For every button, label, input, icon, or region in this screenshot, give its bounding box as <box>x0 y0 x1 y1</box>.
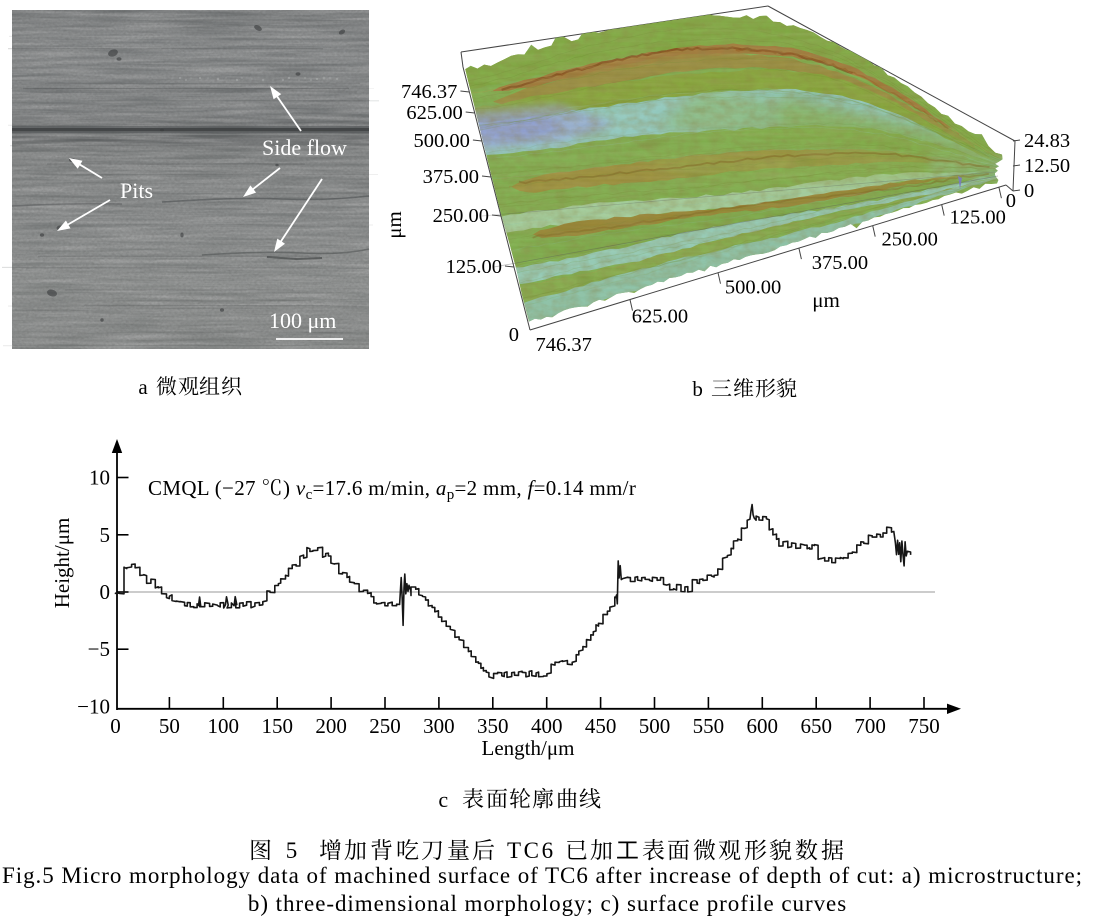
svg-text:375.00: 375.00 <box>423 166 479 188</box>
svg-text:200: 200 <box>315 714 347 738</box>
svg-text:250: 250 <box>369 714 401 738</box>
svg-text:625.00: 625.00 <box>406 102 462 124</box>
svg-text:0: 0 <box>1024 180 1034 202</box>
svg-text:500.00: 500.00 <box>725 277 781 299</box>
svg-text:a: a <box>436 476 447 500</box>
svg-text:Side flow: Side flow <box>262 135 347 160</box>
svg-text:350: 350 <box>477 714 509 738</box>
svg-text:5: 5 <box>100 523 111 547</box>
svg-text:Length/μm: Length/μm <box>482 736 575 760</box>
svg-text:0: 0 <box>509 324 519 346</box>
svg-text:400: 400 <box>531 714 563 738</box>
svg-text:12.50: 12.50 <box>1024 155 1070 177</box>
svg-text:v: v <box>296 476 306 500</box>
svg-text:100 μm: 100 μm <box>269 308 336 333</box>
svg-text:250.00: 250.00 <box>882 229 938 251</box>
svg-text:): ) <box>283 476 296 500</box>
svg-text:μm: μm <box>812 288 840 312</box>
svg-text:746.37: 746.37 <box>535 334 591 356</box>
svg-text:625.00: 625.00 <box>632 306 688 328</box>
svg-text:375.00: 375.00 <box>812 252 868 274</box>
svg-text:0: 0 <box>110 714 121 738</box>
svg-text:100: 100 <box>208 714 240 738</box>
svg-text:CMQL (−27: CMQL (−27 <box>148 476 261 500</box>
svg-text:250.00: 250.00 <box>433 205 489 227</box>
svg-text:24.83: 24.83 <box>1024 130 1070 152</box>
svg-text:=2 mm,: =2 mm, <box>455 476 522 500</box>
svg-text:−5: −5 <box>88 637 110 661</box>
svg-text:−10: −10 <box>77 695 110 719</box>
svg-text:Pits: Pits <box>120 178 153 203</box>
svg-text:746.37: 746.37 <box>401 81 457 103</box>
svg-text:=17.6 m/min,: =17.6 m/min, <box>313 476 431 500</box>
svg-text:550: 550 <box>693 714 725 738</box>
svg-text:0: 0 <box>100 580 111 604</box>
svg-text:700: 700 <box>854 714 886 738</box>
svg-text:Height/μm: Height/μm <box>50 518 74 609</box>
svg-text:600: 600 <box>747 714 779 738</box>
svg-text:125.00: 125.00 <box>446 256 502 278</box>
svg-text:f: f <box>528 476 537 500</box>
svg-text:300: 300 <box>423 714 455 738</box>
svg-text:750: 750 <box>908 714 940 738</box>
svg-text:450: 450 <box>585 714 617 738</box>
svg-text:μm: μm <box>382 211 406 239</box>
svg-text:500.00: 500.00 <box>413 130 469 152</box>
svg-text:125.00: 125.00 <box>950 207 1006 229</box>
svg-text:p: p <box>447 487 455 503</box>
svg-text:=0.14 mm/r: =0.14 mm/r <box>534 476 637 500</box>
svg-text:c: c <box>306 487 313 503</box>
svg-text:150: 150 <box>261 714 293 738</box>
svg-text:10: 10 <box>89 466 110 490</box>
svg-text:0: 0 <box>1006 190 1016 212</box>
svg-text:650: 650 <box>800 714 832 738</box>
svg-text:500: 500 <box>639 714 671 738</box>
svg-text:50: 50 <box>159 714 180 738</box>
